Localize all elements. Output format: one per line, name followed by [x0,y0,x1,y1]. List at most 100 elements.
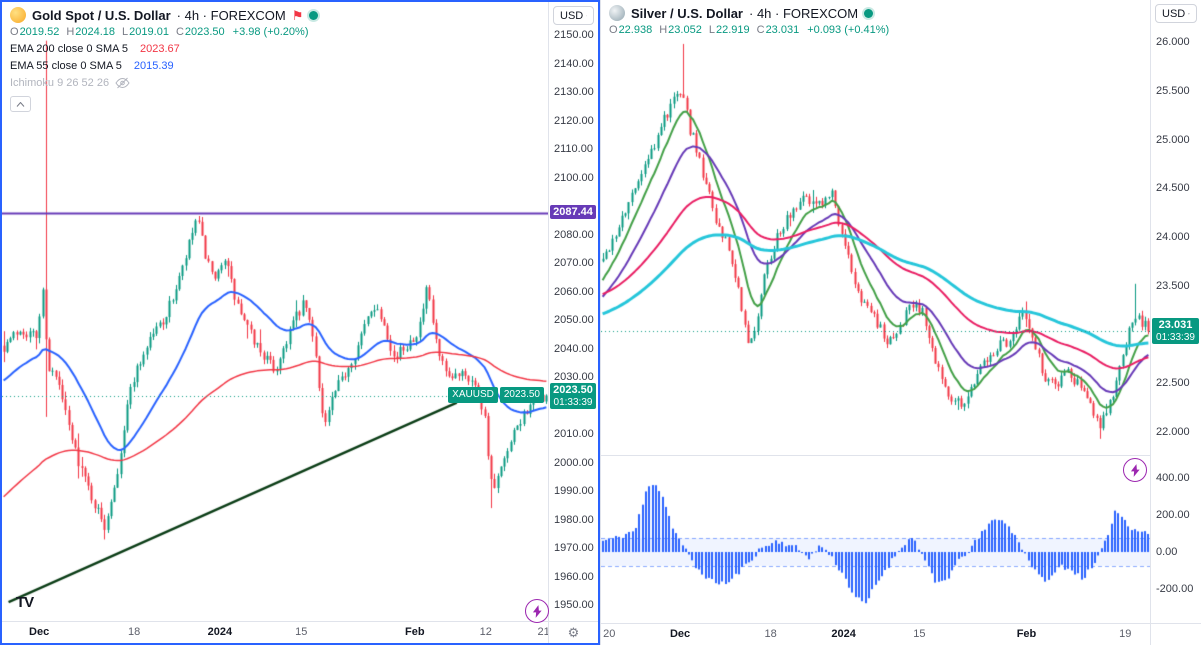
gold-price-line-label: XAUUSD 2023.50 [448,387,544,403]
indicator-row-ema200[interactable]: EMA 200 close 0 SMA 5 2023.67 [10,41,318,57]
time-tick-label: 2024 [831,628,856,640]
silver-axis-corner [1150,623,1201,645]
gold-price-chart[interactable] [2,2,548,621]
symbol-tag: XAUUSD [448,387,498,403]
ohlc-high: H 2024.18 [66,26,116,38]
silver-oscillator-pane[interactable] [601,455,1150,623]
price-tick-label: 22.000 [1156,426,1190,438]
pane-divider[interactable] [601,455,1150,456]
silver-price-axis[interactable]: USD 26.000 25.500 25.000 24.500 24.000 23.500… [1150,0,1201,623]
price-tick-label: 25.500 [1156,84,1190,97]
label-countdown: 01:33:39 [553,397,593,408]
price-tick-label: 23.500 [1156,279,1190,292]
price-tick-label: 24.500 [1156,182,1190,195]
price-tick-label: 25.000 [1156,133,1190,146]
chevron-down-icon [1188,12,1190,15]
silver-currency-button[interactable]: USD [1155,4,1197,23]
gold-axis-corner: ⚙ [548,621,598,643]
currency-label: USD [1162,7,1186,20]
indicator-row-ichimoku[interactable]: Ichimoku 9 26 52 26 [10,75,318,91]
gold-change: +3.98 (+0.20%) [232,26,309,38]
price-tick-label: 2100.00 [554,171,594,184]
silver-symbol-title[interactable]: Silver / U.S. Dollar [631,5,743,21]
ohlc-open: O 22.938 [609,24,653,36]
price-tick-label: 1980.00 [554,513,594,526]
indicator-row-ema55[interactable]: EMA 55 close 0 SMA 5 2015.39 [10,58,318,74]
realtime-dot-icon [864,8,874,18]
price-tick-label: 1960.00 [554,570,594,583]
time-tick-label: 18 [764,628,777,640]
label-price: 2087.44 [553,206,593,218]
silver-change: +0.093 (+0.41%) [807,24,890,36]
time-tick-label: 12 [479,626,492,638]
lightning-icon [532,604,542,618]
price-tick-label: 2030.00 [554,371,594,383]
ohlc-low: L 22.919 [708,24,750,36]
chevron-up-icon [16,101,25,107]
ohlc-high: H 23.052 [659,24,702,36]
lightning-icon [1130,463,1140,477]
time-tick-label: 18 [128,626,141,638]
indicator-value: 2015.39 [133,60,174,72]
time-tick-label: 2024 [207,626,233,638]
gold-symbol-title[interactable]: Gold Spot / U.S. Dollar [32,7,171,23]
silver-price-chart[interactable] [601,0,1150,455]
ohlc-close: C 23.031 [756,24,800,36]
gold-price-axis[interactable]: USD 2150.00 2140.00 2130.00 2120.00 2110.00 2… [548,2,598,621]
instant-trading-button[interactable] [1123,458,1147,482]
silver-last-price-label: 23.031 01:33:39 [1152,318,1199,344]
price-tick-label: 400.00 [1156,472,1190,484]
flag-icon[interactable]: ⚑ [291,7,304,23]
chart-panel-silver[interactable]: Silver / U.S. Dollar · 4h · FOREXCOM O 22… [600,0,1201,645]
realtime-dot-icon [309,10,319,20]
price-tick-label: -200.00 [1156,583,1194,595]
indicator-value: 2023.67 [140,43,180,55]
gold-time-axis[interactable]: Dec 18 2024 15 Feb 12 21 [2,621,550,643]
time-tick-label: 21 [537,626,550,638]
price-tick-label: 1950.00 [554,599,594,611]
gold-symbol-subtitle: · 4h · FOREXCOM [176,7,286,23]
price-tick-label: 2070.00 [554,257,594,269]
time-tick-label: 20 [603,628,616,640]
price-tick-label: 1990.00 [554,485,594,497]
price-tick-label: 2150.00 [554,29,594,41]
price-tick-label: 2110.00 [554,143,593,155]
price-tick-label: 22.500 [1156,377,1190,390]
silver-ohlc-row: O 22.938 H 23.052 L 22.919 C 23.031 +0.093 (… [609,22,889,38]
chevron-down-icon [586,15,587,16]
gear-icon[interactable]: ⚙ [567,625,580,640]
silver-time-axis[interactable]: 20 Dec 18 2024 15 Feb 19 [601,623,1150,645]
ohlc-low: L 2019.01 [122,26,169,38]
price-tick-label: 2130.00 [554,86,594,98]
label-countdown: 01:33:39 [1156,332,1195,343]
silver-legend: Silver / U.S. Dollar · 4h · FOREXCOM O 22… [609,5,889,39]
price-tick-label: 2040.00 [554,342,594,355]
gold-currency-button[interactable]: USD [553,6,594,25]
silver-title-row: Silver / U.S. Dollar · 4h · FOREXCOM [609,5,889,21]
price-tick-label: 2080.00 [554,228,594,241]
level-price-label[interactable]: 2087.44 [550,205,596,219]
gold-last-price-label: 2023.50 01:33:39 [550,383,596,409]
legend-collapse-button[interactable] [10,96,31,112]
price-tick-label: 2000.00 [554,456,594,469]
ohlc-close: C 2023.50 [175,26,225,38]
silver-symbol-icon [609,5,625,21]
gold-symbol-icon [10,7,26,23]
price-tick-label: 2050.00 [554,314,594,326]
price-tick-label: 26.000 [1156,36,1190,48]
indicator-name: Ichimoku 9 26 52 26 [10,77,110,89]
hidden-eye-icon[interactable] [115,77,130,89]
price-tick-label: 2140.00 [554,57,594,70]
price-tick-label: 2060.00 [554,285,594,298]
indicator-name: EMA 200 close 0 SMA 5 [10,43,129,55]
tradingview-logo[interactable]: TV [16,594,34,611]
price-tick-label: 2120.00 [554,114,594,127]
time-tick-label: Dec [29,626,50,638]
chart-panel-gold[interactable]: Gold Spot / U.S. Dollar · 4h · FOREXCOM … [0,0,600,645]
instant-trading-button[interactable] [525,599,549,623]
price-tick-label: 1970.00 [554,542,594,554]
currency-label: USD [560,9,584,22]
time-tick-label: 15 [295,626,308,638]
price-tick-label: 0.00 [1156,546,1178,558]
